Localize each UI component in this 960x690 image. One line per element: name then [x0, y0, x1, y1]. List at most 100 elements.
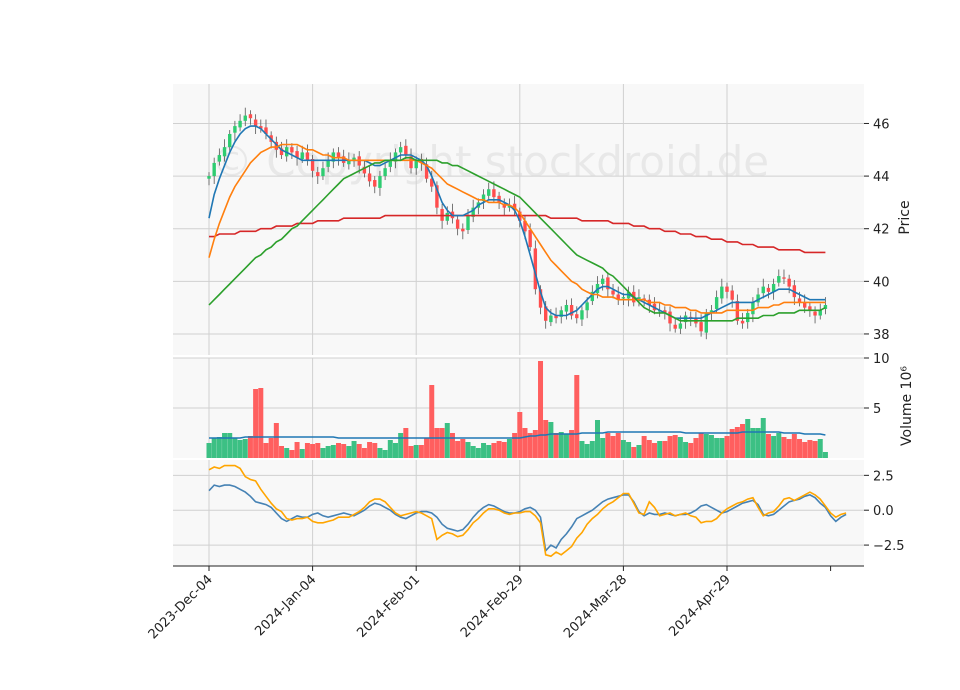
volume-bar	[595, 420, 600, 458]
volume-bar	[538, 361, 544, 458]
candle-down	[725, 286, 729, 292]
candle-up	[720, 286, 724, 299]
price-tick-label: 46	[873, 117, 890, 132]
volume-bar	[734, 427, 740, 458]
price-tick-label: 40	[873, 275, 890, 290]
volume-bar	[320, 448, 326, 458]
volume-bar	[750, 428, 756, 458]
volume-bar	[579, 441, 585, 458]
candle-down	[305, 152, 310, 161]
volume-bar	[688, 443, 694, 458]
candle-up	[756, 294, 760, 303]
sma-line-3	[208, 156, 826, 322]
candle-up	[383, 168, 387, 177]
volume-bar	[543, 420, 549, 458]
candle-up	[481, 194, 486, 202]
volume-bar	[651, 443, 657, 458]
volume-bar	[527, 433, 533, 458]
candle-down	[435, 185, 439, 208]
volume-bar	[398, 433, 404, 458]
candle-down	[455, 219, 460, 229]
candle-down	[290, 147, 294, 153]
volume-bar	[227, 433, 233, 458]
volume-bar	[512, 433, 518, 458]
volume-bar	[657, 441, 663, 458]
price-tick-label: 42	[873, 223, 890, 238]
volume-tick-label: 5	[873, 402, 881, 417]
candle-up	[704, 312, 708, 333]
candle-down	[295, 151, 299, 158]
candle-down	[248, 114, 253, 119]
volume-bar	[361, 448, 367, 458]
candle-up	[771, 283, 776, 292]
price-tick-label: 44	[873, 170, 890, 185]
price-panel	[207, 107, 828, 340]
volume-bar	[299, 449, 305, 458]
volume-bar	[548, 422, 554, 458]
volume-bar	[729, 429, 735, 458]
x-tick-label: 2024-Mar-28	[561, 572, 630, 641]
volume-bar	[662, 441, 668, 458]
volume-bar	[481, 443, 487, 458]
volume-bar	[351, 441, 357, 458]
candle-down	[424, 164, 429, 179]
candle-up	[621, 297, 626, 299]
candle-up	[228, 133, 232, 148]
candle-down	[253, 119, 258, 127]
candle-down	[766, 287, 771, 292]
volume-bar	[636, 445, 642, 458]
candle-up	[388, 160, 392, 167]
volume-bar	[714, 438, 720, 458]
volume-bar	[449, 433, 455, 458]
volume-bar	[475, 448, 481, 458]
candle-up	[580, 310, 584, 320]
volume-bar	[693, 438, 699, 458]
candle-up	[507, 205, 512, 208]
volume-bar	[336, 443, 341, 458]
volume-bar	[641, 436, 647, 458]
candle-down	[616, 294, 620, 300]
candle-down	[259, 126, 263, 129]
volume-bar	[455, 441, 461, 458]
candle-down	[544, 306, 548, 321]
volume-bar	[232, 438, 238, 458]
price-tick-label: 38	[873, 328, 890, 343]
volume-average-line	[209, 431, 826, 439]
volume-bar	[719, 438, 725, 458]
candle-up	[761, 286, 765, 294]
watermark-text: © Copyright stockdroid.de	[211, 137, 769, 186]
candle-up	[600, 278, 605, 284]
candle-up	[212, 162, 216, 177]
candle-down	[797, 298, 802, 303]
x-tick-label: 2023-Dec-04	[146, 572, 216, 642]
candle-down	[367, 173, 372, 182]
candle-down	[310, 158, 315, 171]
candle-down	[274, 141, 279, 150]
candle-up	[217, 155, 222, 162]
volume-bar	[776, 433, 782, 458]
volume-bar	[325, 446, 331, 458]
volume-bar	[506, 439, 512, 458]
volume-bar	[242, 439, 248, 458]
volume-bar	[703, 434, 709, 458]
volume-bar	[807, 440, 813, 458]
volume-bar	[646, 440, 652, 458]
candle-down	[803, 302, 807, 308]
candle-down	[404, 145, 408, 156]
x-tick-label: 2024-Feb-29	[458, 572, 527, 641]
candle-down	[336, 152, 341, 158]
candle-down	[528, 230, 532, 248]
x-tick-label: 2024-Jan-04	[252, 572, 319, 639]
volume-bar	[387, 440, 393, 458]
volume-bar	[346, 446, 352, 458]
volume-bar	[491, 443, 497, 458]
candle-down	[663, 310, 667, 313]
candle-down	[538, 289, 543, 308]
sma-line-2	[208, 143, 826, 314]
candle-up	[751, 302, 755, 315]
candle-down	[740, 320, 745, 324]
candle-up	[678, 323, 683, 329]
volume-bar	[444, 423, 450, 458]
